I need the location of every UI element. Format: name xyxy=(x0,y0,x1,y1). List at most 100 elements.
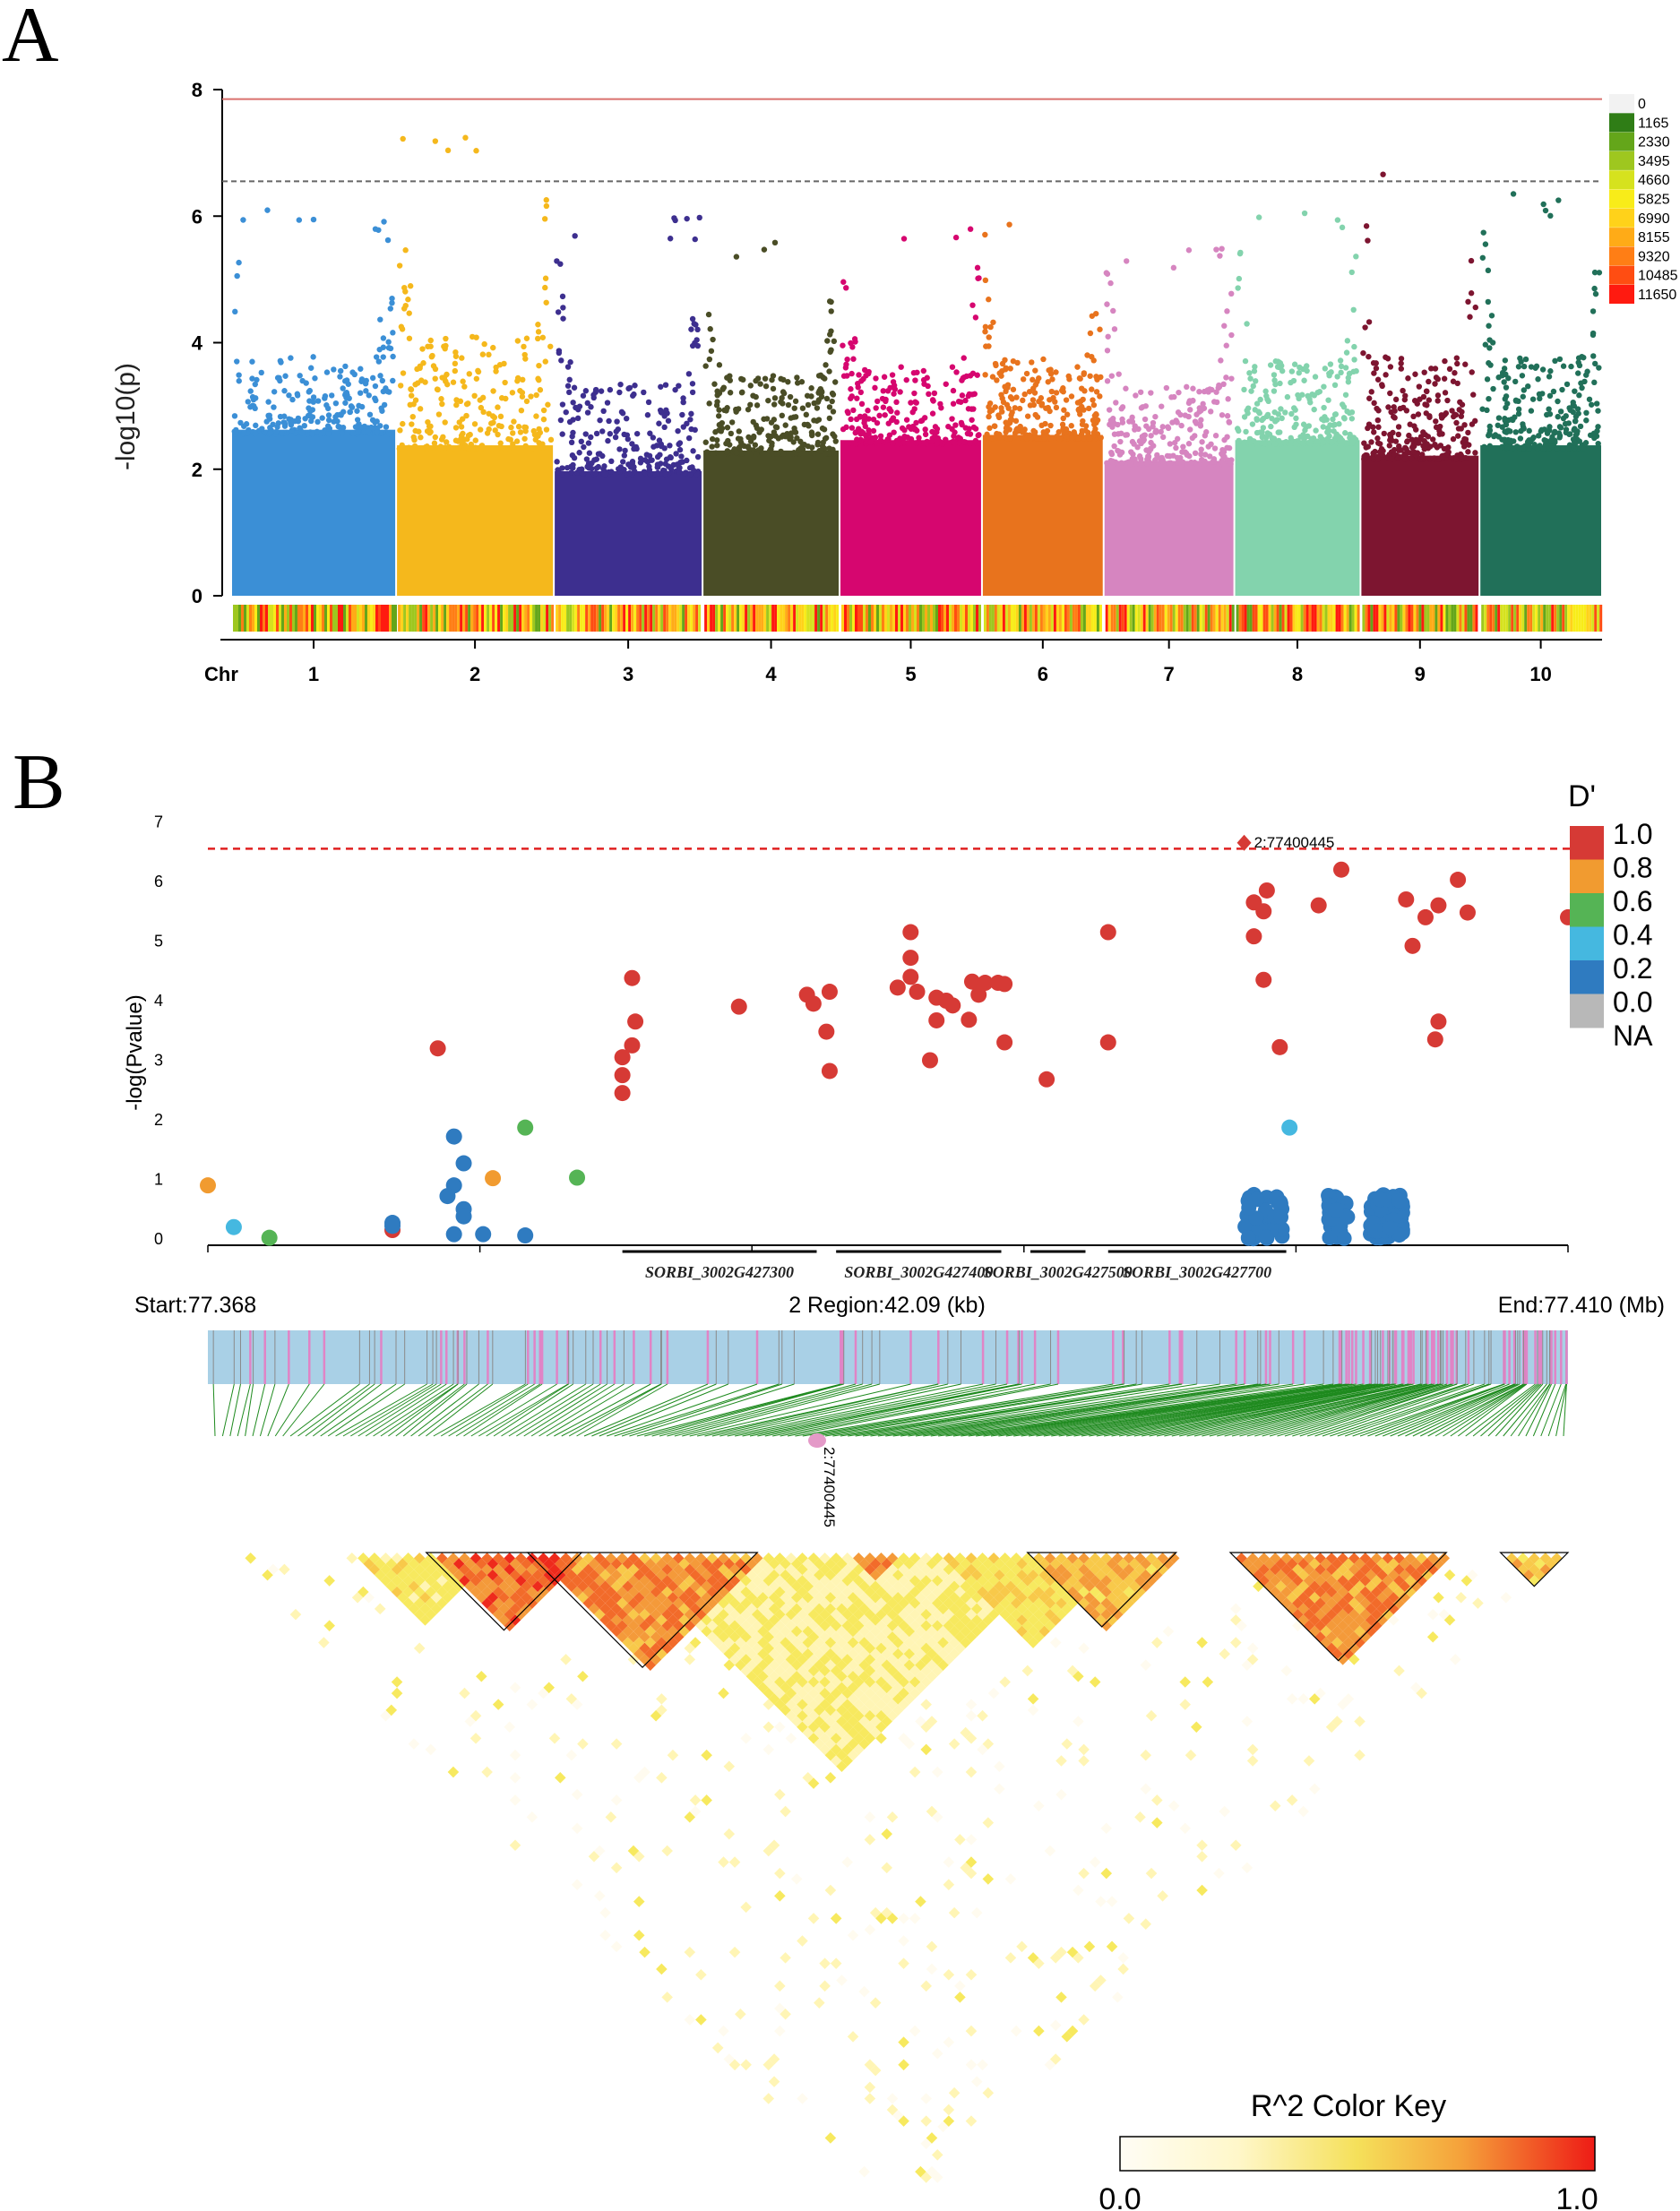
ld-cell xyxy=(864,1563,876,1576)
ld-cell xyxy=(588,1580,600,1592)
ld-cell xyxy=(498,1614,510,1626)
ld-cell xyxy=(1033,1957,1045,1969)
snp-point xyxy=(385,339,392,345)
ld-cell xyxy=(768,2076,780,2087)
density-cell xyxy=(1322,605,1325,632)
snp-point xyxy=(672,386,678,393)
ld-cell xyxy=(656,1614,668,1626)
ld-cell xyxy=(560,1563,572,1576)
gene-label: SORBI_3002G427400 xyxy=(844,1263,993,1281)
snp-point xyxy=(1190,385,1196,391)
ld-cell xyxy=(346,1553,358,1564)
snp-point xyxy=(676,383,682,389)
ld-cell xyxy=(881,1625,892,1638)
ld-cell xyxy=(807,1913,820,1924)
ld-cell xyxy=(824,1884,837,1897)
ld-cell xyxy=(797,1608,808,1621)
snp-point xyxy=(1583,409,1590,417)
snp-connector-line xyxy=(1058,1383,1383,1437)
ld-cell xyxy=(661,1575,673,1587)
snp-point xyxy=(1420,393,1427,400)
ld-cell xyxy=(718,1553,729,1564)
ld-cell xyxy=(1010,2025,1022,2037)
snp-connector-line xyxy=(952,1383,1333,1437)
snp-point xyxy=(1591,379,1598,386)
ld-cell xyxy=(853,1654,865,1665)
ld-cell xyxy=(807,1620,820,1631)
density-cell xyxy=(1284,605,1288,632)
density-cell xyxy=(1228,605,1232,632)
snp-point xyxy=(1461,435,1468,443)
density-cell xyxy=(1297,605,1301,632)
snp-point xyxy=(277,413,284,420)
ld-cell xyxy=(757,1580,769,1592)
snp-point xyxy=(1252,364,1258,370)
snp-point xyxy=(427,337,434,344)
snp-point xyxy=(1321,417,1327,424)
density-cell xyxy=(642,605,645,632)
snp-point xyxy=(633,430,641,437)
snp-point xyxy=(731,446,737,452)
ld-cell xyxy=(555,1772,566,1784)
snp-point xyxy=(322,392,329,400)
snp-point xyxy=(252,381,258,388)
snp-point xyxy=(592,470,599,477)
ld-cell xyxy=(650,1586,662,1598)
ld-cell xyxy=(391,1575,403,1587)
ld-cell xyxy=(814,1625,825,1638)
snp-point xyxy=(1249,421,1256,427)
density-legend-swatch xyxy=(1609,94,1634,113)
ld-cell xyxy=(898,1642,909,1655)
snp-point xyxy=(1038,395,1045,401)
ld-cell xyxy=(926,1716,938,1727)
ld-cell xyxy=(728,1630,741,1643)
snp-connector-line xyxy=(983,1383,1347,1437)
density-cell xyxy=(381,605,383,632)
snp-point xyxy=(288,417,294,423)
snp-connector-line xyxy=(923,1383,1279,1437)
density-cell xyxy=(484,605,487,632)
regional-snp-point xyxy=(1417,908,1434,925)
ld-cell xyxy=(841,1553,854,1564)
ld-cell xyxy=(920,1620,932,1631)
dprime-legend-label: 0.8 xyxy=(1613,852,1652,884)
density-cell xyxy=(1093,605,1097,632)
manhattan-y-tick-label: 4 xyxy=(192,332,203,355)
ld-cell xyxy=(802,1558,814,1570)
ld-cell xyxy=(419,1569,431,1581)
ld-cell xyxy=(509,1794,521,1806)
regional-snp-point xyxy=(921,1052,938,1069)
density-cell xyxy=(873,605,876,632)
ld-cell xyxy=(864,1699,876,1710)
snp-point xyxy=(424,443,430,450)
snp-point xyxy=(528,393,534,400)
lead-snp-track-label: 2:77400445 xyxy=(821,1447,838,1527)
ld-cell xyxy=(790,1659,803,1671)
snp-point xyxy=(866,427,872,434)
snp-point xyxy=(535,322,541,328)
ld-cell xyxy=(869,1906,882,1919)
snp-point xyxy=(689,381,696,387)
density-cell xyxy=(1343,605,1347,632)
snp-point xyxy=(861,366,868,374)
snp-point xyxy=(1029,359,1035,366)
density-cell xyxy=(948,605,952,632)
snp-point xyxy=(747,401,754,409)
ld-cell xyxy=(931,1811,943,1823)
ld-cell xyxy=(780,1558,791,1570)
snp-point xyxy=(872,384,878,391)
snp-point xyxy=(694,453,702,460)
ld-cell xyxy=(814,1569,825,1581)
ld-cell xyxy=(735,1591,746,1604)
snp-connector-line xyxy=(583,1383,709,1437)
ld-cell xyxy=(487,1558,499,1570)
snp-point xyxy=(969,417,975,423)
snp-point xyxy=(307,365,314,371)
snp-point xyxy=(1528,408,1535,414)
snp-connector-line xyxy=(1269,1383,1448,1437)
density-cell xyxy=(731,605,735,632)
snp-point xyxy=(1159,403,1165,409)
snp-point xyxy=(644,412,651,418)
snp-point xyxy=(953,369,960,375)
snp-point xyxy=(1034,414,1041,420)
